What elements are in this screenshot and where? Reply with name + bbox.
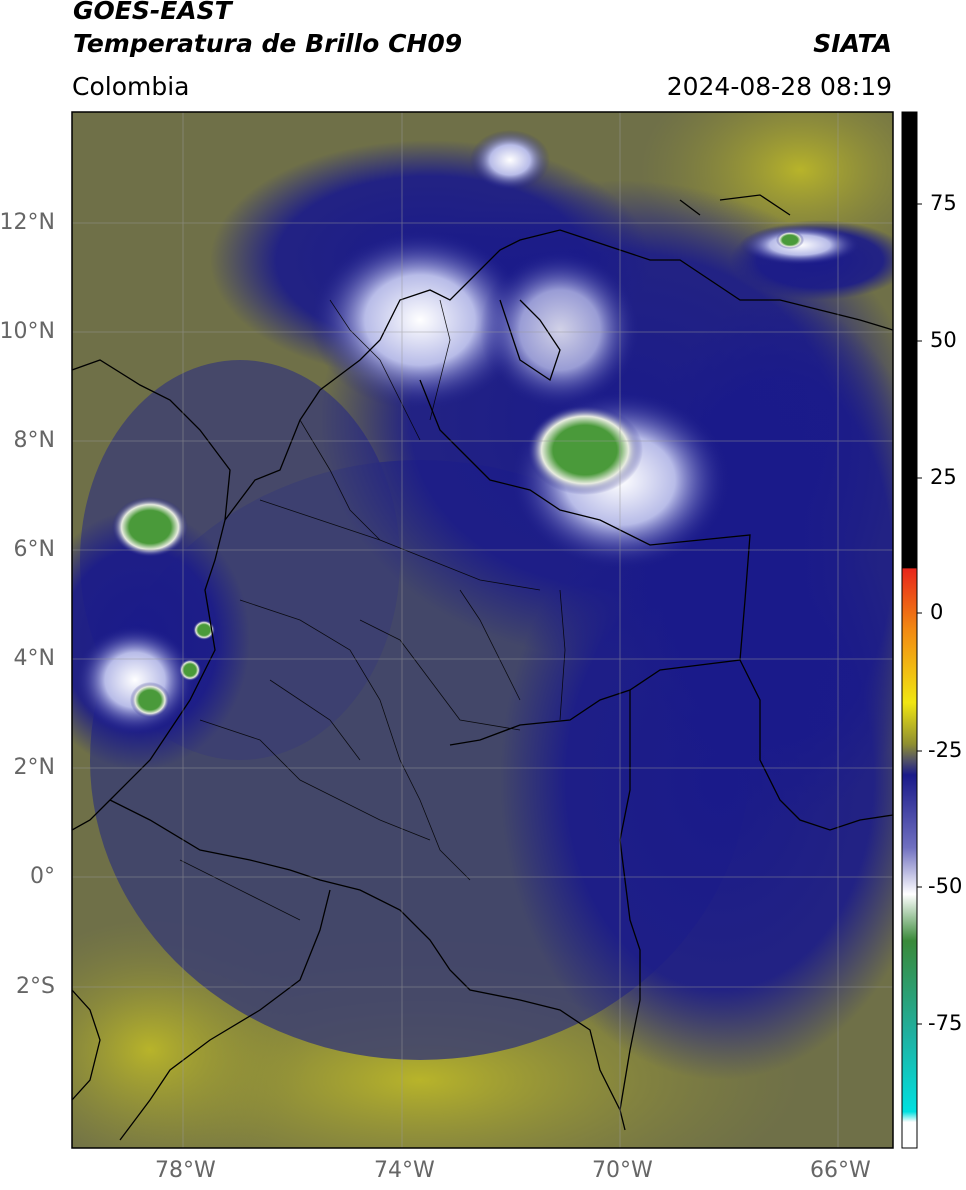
lon-label-78w: 78°W <box>155 1158 216 1183</box>
lat-label-12n: 12°N <box>0 210 55 235</box>
datetime-label: 2024-08-28 08:19 <box>666 72 892 101</box>
lat-label-10n: 10°N <box>0 319 55 344</box>
map-frame <box>71 111 894 1149</box>
lat-label-4n: 4°N <box>13 646 55 671</box>
map-imagery <box>72 112 893 1148</box>
colorbar-ticks <box>917 203 922 1025</box>
colorbar-label-50: 50 <box>930 328 957 352</box>
lat-label-6n: 6°N <box>13 537 55 562</box>
lon-label-70w: 70°W <box>592 1158 653 1183</box>
colorbar-label-75: 75 <box>930 191 957 215</box>
product-title: Temperatura de Brillo CH09 <box>73 29 463 58</box>
colorbar-label-0: 0 <box>930 600 944 624</box>
colorbar-label-minus75: -75 <box>928 1011 963 1035</box>
colorbar-label-minus50: -50 <box>928 874 963 898</box>
lat-label-8n: 8°N <box>13 428 55 453</box>
source-label: SIATA <box>813 29 892 58</box>
satellite-title: GOES-EAST <box>73 0 232 25</box>
lat-label-2s: 2°S <box>16 974 55 999</box>
lat-label-2n: 2°N <box>13 755 55 780</box>
lon-label-74w: 74°W <box>374 1158 435 1183</box>
lon-label-66w: 66°W <box>810 1158 871 1183</box>
colorbar-label-25: 25 <box>930 465 957 489</box>
gridlines <box>72 112 893 1148</box>
region-label: Colombia <box>72 72 190 101</box>
colorbar-label-minus25: -25 <box>928 738 963 762</box>
colorbar <box>901 111 918 1149</box>
lat-label-0: 0° <box>30 864 55 889</box>
